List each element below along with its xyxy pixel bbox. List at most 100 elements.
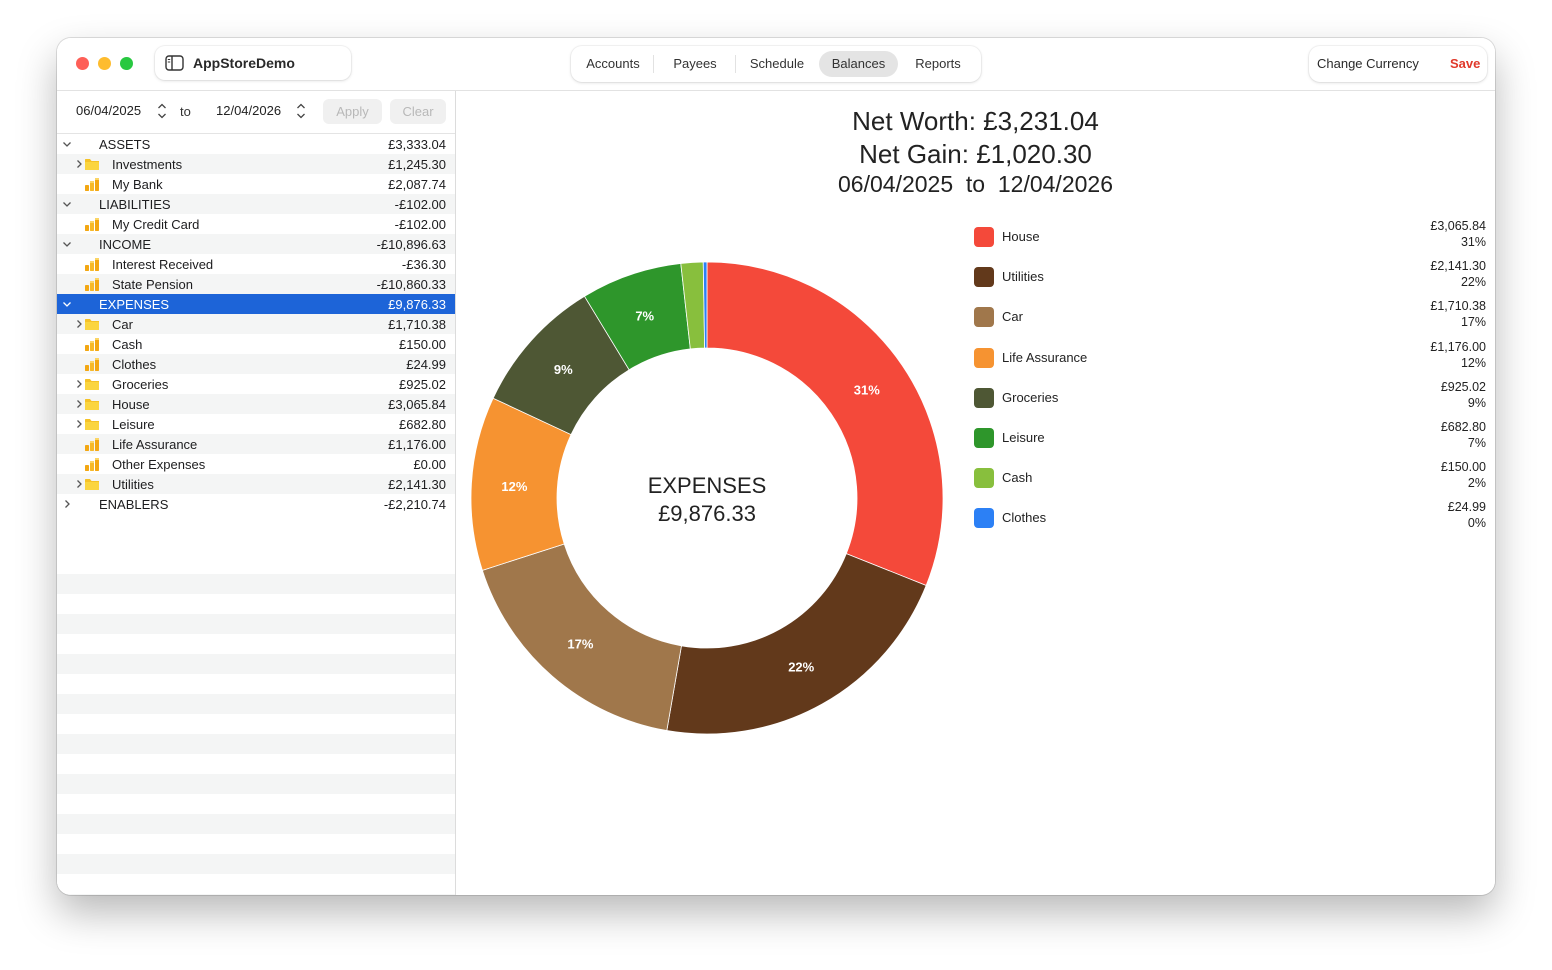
tab-divider [653,55,654,73]
account-row[interactable]: House £3,065.84 [57,394,455,414]
empty-table-rows [57,554,455,895]
chevron-down-icon[interactable] [61,298,73,313]
donut-slice-utilities[interactable] [666,553,927,735]
legend-item[interactable]: Car £1,710.38 17% [974,299,1486,344]
folder-icon [84,396,100,412]
account-row[interactable]: Groceries £925.02 [57,374,455,394]
minimize-window-button[interactable] [98,57,111,70]
legend-amount: £24.99 [1447,500,1486,515]
change-currency-button[interactable]: Change Currency [1317,56,1419,71]
folder-icon [84,476,100,492]
account-row[interactable]: State Pension -£10,860.33 [57,274,455,294]
date-range-to-label: to [180,104,191,119]
account-coins-icon [84,276,100,292]
tab-balances[interactable]: Balances [819,51,898,77]
account-row[interactable]: Interest Received -£36.30 [57,254,455,274]
accounts-sidebar: 06/04/2025 to 12/04/2026 Apply Clear ASS… [57,91,456,895]
sidebar-toggle-icon[interactable] [165,55,184,76]
title-bar: AppStoreDemo Accounts Payees Schedule Ba… [57,38,1495,91]
account-row[interactable]: ENABLERS -£2,210.74 [57,494,455,514]
account-row[interactable]: Leisure £682.80 [57,414,455,434]
start-date-field[interactable]: 06/04/2025 [76,103,142,118]
account-row[interactable]: Clothes £24.99 [57,354,455,374]
donut-slice-clothes[interactable] [702,261,708,349]
account-balance: -£102.00 [394,217,446,232]
account-name: ASSETS [99,137,151,152]
chevron-down-icon[interactable] [61,198,73,213]
end-date-stepper-icon[interactable] [296,101,306,121]
account-row[interactable]: My Credit Card -£102.00 [57,214,455,234]
folder-icon [84,316,100,332]
account-row[interactable]: My Bank £2,087.74 [57,174,455,194]
start-date-stepper-icon[interactable] [157,101,167,121]
account-name: House [112,397,150,412]
chevron-right-icon[interactable] [73,418,85,433]
account-row[interactable]: ASSETS £3,333.04 [57,134,455,154]
tab-accounts[interactable]: Accounts [586,56,640,71]
tab-schedule[interactable]: Schedule [749,56,805,71]
account-row[interactable]: INCOME -£10,896.63 [57,234,455,254]
legend-item[interactable]: Cash £150.00 2% [974,460,1486,505]
account-row[interactable]: LIABILITIES -£102.00 [57,194,455,214]
legend-amount: £1,710.38 [1430,299,1486,314]
chevron-down-icon[interactable] [61,238,73,253]
account-name: Clothes [112,357,157,372]
chevron-right-icon[interactable] [73,378,85,393]
close-window-button[interactable] [76,57,89,70]
chevron-right-icon[interactable] [73,398,85,413]
account-row[interactable]: Life Assurance £1,176.00 [57,434,455,454]
account-name: Utilities [112,477,154,492]
account-row[interactable]: EXPENSES £9,876.33 [57,294,455,314]
end-date-field[interactable]: 12/04/2026 [216,103,282,118]
legend-swatch [974,387,994,408]
tab-payees[interactable]: Payees [673,56,717,71]
save-button[interactable]: Save [1450,56,1481,71]
account-name: Other Expenses [112,457,206,472]
account-coins-icon [84,176,100,192]
legend-item[interactable]: Leisure £682.80 7% [974,420,1486,465]
account-row[interactable]: Cash £150.00 [57,334,455,354]
app-window: AppStoreDemo Accounts Payees Schedule Ba… [57,38,1495,895]
chevron-right-icon[interactable] [73,478,85,493]
expenses-donut-chart: 31% 22% 17% 12% 9% 7% EXPENSES £9,876.33 [470,261,944,735]
clear-button[interactable]: Clear [390,99,446,124]
legend-swatch [974,428,994,448]
apply-button[interactable]: Apply [323,99,382,124]
account-balance: £682.80 [399,417,446,432]
account-name: State Pension [112,277,193,292]
account-row[interactable]: Car £1,710.38 [57,314,455,334]
chevron-right-icon[interactable] [61,498,73,513]
legend-item[interactable]: Clothes £24.99 0% [974,500,1486,545]
legend-percent: 22% [1460,275,1486,290]
account-balance: £3,333.04 [388,137,446,152]
tab-reports[interactable]: Reports [915,56,961,71]
legend-percent: 12% [1460,355,1486,370]
donut-slice-car[interactable] [481,543,682,732]
account-coins-icon [84,216,100,232]
legend-item[interactable]: Groceries £925.02 9% [974,380,1486,425]
slice-percent-label: 9% [554,362,573,377]
account-coins-icon [84,256,100,272]
account-tree: ASSETS £3,333.04 Investments £1,245.30 My Ba… [57,134,455,514]
legend-percent: 2% [1467,476,1486,491]
donut-slice-house[interactable] [706,261,944,586]
balances-panel: Net Worth: £3,231.04 Net Gain: £1,020.30… [456,91,1495,895]
chevron-right-icon[interactable] [73,318,85,333]
legend-percent: 7% [1467,436,1486,450]
zoom-window-button[interactable] [120,57,133,70]
main-tab-bar: Accounts Payees Schedule Balances Report… [571,46,981,82]
toolbar-actions: Change Currency Save [1309,46,1487,82]
chevron-down-icon[interactable] [61,138,73,153]
folder-icon [84,156,100,172]
legend-item[interactable]: Life Assurance £1,176.00 12% [974,340,1486,385]
account-row[interactable]: Utilities £2,141.30 [57,474,455,494]
legend-item[interactable]: House £3,065.84 31% [974,219,1486,264]
legend-name: Life Assurance [1002,349,1088,365]
tab-divider [735,55,736,73]
account-row[interactable]: Other Expenses £0.00 [57,454,455,474]
legend-item[interactable]: Utilities £2,141.30 22% [974,259,1486,304]
account-row[interactable]: Investments £1,245.30 [57,154,455,174]
account-coins-icon [84,356,100,372]
chevron-right-icon[interactable] [73,158,85,173]
donut-center-label: EXPENSES [648,473,767,498]
